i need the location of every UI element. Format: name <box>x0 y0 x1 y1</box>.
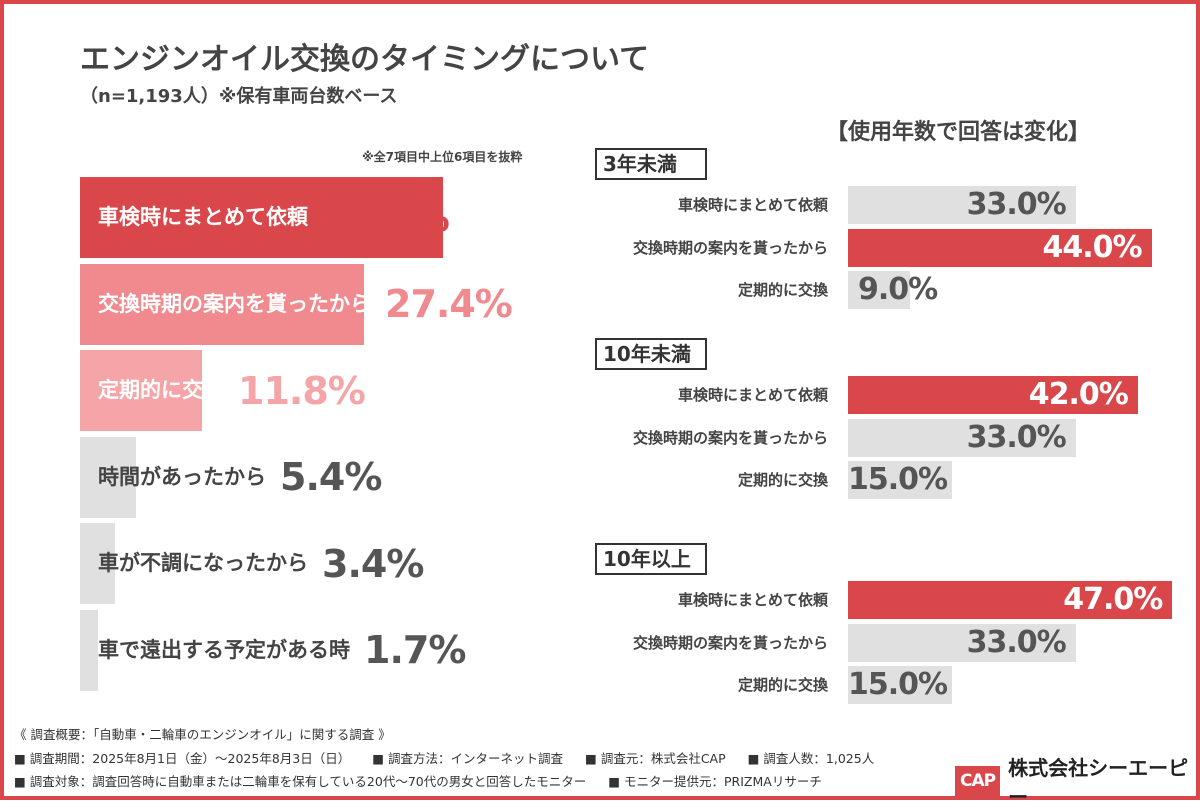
page-title: エンジンオイル交換のタイミングについて <box>80 42 650 77</box>
value-label: 11.8% <box>238 368 366 413</box>
bar: 15.0% <box>848 461 952 499</box>
group-title: 10年未満 <box>595 338 707 370</box>
group-title: 3年未満 <box>595 148 707 180</box>
category-label: 定期的に交換 <box>737 471 828 489</box>
bar <box>80 609 98 691</box>
category-label: 定期的に交換 <box>737 281 828 299</box>
bar: 33.0% <box>848 186 1076 224</box>
bar: 33.0% <box>848 623 1076 662</box>
category-label: 定期的に交換 <box>737 676 828 694</box>
value-label: 27.4% <box>385 282 513 326</box>
bar-label-row: 車が不調になったから 3.4% <box>98 523 424 605</box>
bar-label-row: 時間があったから 5.4% <box>98 437 382 519</box>
company-logo: CAP 株式会社シーエーピー <box>955 752 1200 810</box>
bar: 9.0% <box>848 271 938 309</box>
bar <box>80 177 443 258</box>
category-label: 車検時にまとめて依頼 <box>677 591 828 609</box>
category-label: 交換時期の案内を貰ったから <box>632 428 828 447</box>
footer-line-3: ■ 調査対象：調査回答時に自動車または二輪車を保有している20代～70代の男女と… <box>14 771 844 790</box>
category-label: 交換時期の案内を貰ったから <box>632 633 828 652</box>
category-label: 車で遠出する予定がある時 <box>98 637 350 662</box>
logo-name: 株式会社シーエーピー <box>1008 756 1189 809</box>
subtitle: （n=1,193人）※保有車両台数ベース <box>80 86 398 107</box>
bar: 44.0% <box>848 228 1152 267</box>
category-label: 交換時期の案内を貰ったから <box>632 238 828 257</box>
group-title: 10年以上 <box>595 543 707 575</box>
survey-target: ■ 調査対象：調査回答時に自動車または二輪車を保有している20代～70代の男女と… <box>14 774 587 789</box>
bar-label-row: 車検時にまとめて依頼 35.0% <box>98 177 450 259</box>
bar <box>80 350 203 431</box>
value-label: 35.0% <box>322 195 450 240</box>
right-header: 【使用年数で回答は変化】 <box>826 120 1091 145</box>
bar-label-row: 交換時期の案内を貰ったから 27.4% <box>98 264 513 346</box>
bar-label-row: 定期的に交換 11.8% <box>98 350 366 432</box>
category-label: 定期的に交換 <box>98 378 224 402</box>
category-label: 交換時期の案内を貰ったから <box>98 291 371 316</box>
survey-count: ■ 調査人数：1,025人 <box>747 751 875 766</box>
bar-label-row: 車で遠出する予定がある時 1.7% <box>98 610 466 692</box>
bar: 15.0% <box>848 666 952 704</box>
bar: 47.0% <box>848 581 1173 619</box>
value-label: 3.4% <box>322 541 424 586</box>
category-label: 車が不調になったから <box>98 551 308 575</box>
value-label: 5.4% <box>280 455 382 499</box>
footer-line-2: ■ 調査期間：2025年8月1日（金）～2025年8月3日（日） ■ 調査方法：イ… <box>14 748 896 767</box>
category-label: 車検時にまとめて依頼 <box>677 386 828 404</box>
bar: 33.0% <box>848 418 1076 457</box>
bar: 42.0% <box>848 376 1138 414</box>
bar <box>80 523 116 604</box>
monitor-provider: ■ モニター提供元：PRIZMAリサーチ <box>608 774 822 789</box>
survey-method: ■ 調査方法：インターネット調査 <box>372 751 564 766</box>
survey-period: ■ 調査期間：2025年8月1日（金）～2025年8月3日（日） <box>14 751 351 766</box>
category-label: 時間があったから <box>98 464 266 489</box>
value-label: 1.7% <box>364 628 466 672</box>
bar <box>80 263 365 345</box>
footer-line-1: 《 調査概要：「自動車・二輪車のエンジンオイル」に関する調査 》 <box>14 727 391 742</box>
category-label: 車検時にまとめて依頼 <box>98 205 308 229</box>
note: ※全7項目中上位6項目を抜粋 <box>362 150 523 164</box>
category-label: 車検時にまとめて依頼 <box>677 196 828 214</box>
logo-mark: CAP <box>955 766 1001 796</box>
bar <box>80 436 136 518</box>
survey-source: ■ 調査元：株式会社CAP <box>585 751 726 766</box>
